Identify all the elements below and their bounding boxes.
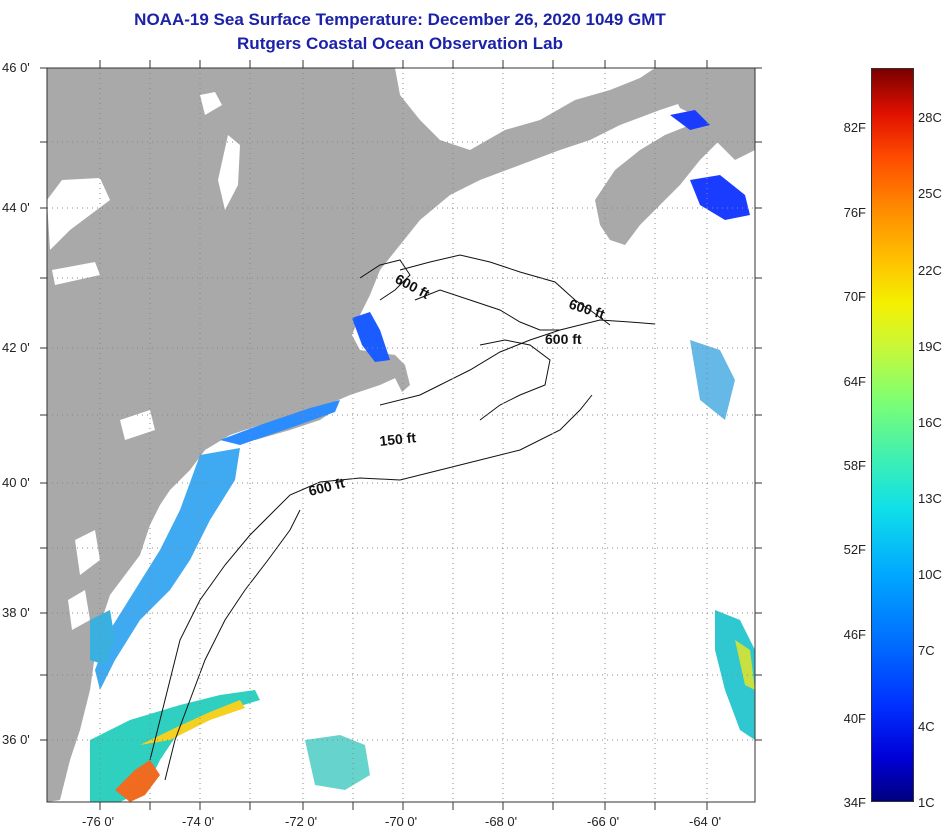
longitude-label: -74 0' [182,814,214,829]
contour-label: 600 ft [545,331,582,347]
sst-patch-bay-of-fundy [670,110,710,130]
latitude-label: 42 0' [2,340,30,355]
latitude-label: 44 0' [2,200,30,215]
sst-patch-gulf-of-maine [352,312,390,362]
sst-patch-chesapeake [90,610,115,665]
celsius-label: 19C [918,339,942,354]
latitude-label: 38 0' [2,605,30,620]
contour-label: 150 ft [379,429,417,449]
sst-patch-gulf-stream-warm [115,760,160,802]
longitude-label: -64 0' [689,814,721,829]
temperature-color-scale [871,68,914,802]
celsius-label: 28C [918,110,942,125]
latitude-label: 40 0' [2,475,30,490]
sst-patch-mid-atlantic-shelf [95,448,240,690]
celsius-label: 1C [918,795,935,810]
celsius-label: 4C [918,719,935,734]
latitude-label: 46 0' [2,60,30,75]
latitude-label: 36 0' [2,732,30,747]
longitude-label: -70 0' [385,814,417,829]
bathymetry-contours [149,254,656,781]
sst-patch-gulf-stream-yellow [140,700,245,745]
celsius-label: 25C [918,186,942,201]
celsius-label: 22C [918,263,942,278]
chart-title: NOAA-19 Sea Surface Temperature: Decembe… [134,10,666,29]
axis-ticks [40,60,762,810]
longitude-label: -68 0' [485,814,517,829]
sst-patch-offshore-south [305,735,370,790]
map-frame [46,67,756,803]
fahrenheit-label: 64F [843,374,866,389]
graticule [47,68,755,802]
celsius-label: 13C [918,491,942,506]
fahrenheit-label: 70F [843,289,866,304]
fahrenheit-label: 82F [843,120,866,135]
sst-patch-east-cyan [715,610,755,740]
celsius-label: 10C [918,567,942,582]
longitude-label: -66 0' [587,814,619,829]
land-us-coast [47,68,700,802]
fahrenheit-label: 52F [843,542,866,557]
fahrenheit-label: 40F [843,711,866,726]
fahrenheit-label: 76F [843,205,866,220]
celsius-label: 16C [918,415,942,430]
celsius-label: 7C [918,643,935,658]
chart-subtitle: Rutgers Coastal Ocean Observation Lab [237,34,563,53]
sst-patch-east-yellow [735,640,755,690]
fahrenheit-label: 34F [843,795,866,810]
land-cape-cod [385,355,410,392]
land-nova-scotia [595,122,720,245]
fahrenheit-label: 46F [843,627,866,642]
sst-patch-offshore-east [690,340,735,420]
sst-patch-scotian-blue [690,175,750,220]
longitude-label: -76 0' [82,814,114,829]
longitude-label: -72 0' [285,814,317,829]
fahrenheit-label: 58F [843,458,866,473]
